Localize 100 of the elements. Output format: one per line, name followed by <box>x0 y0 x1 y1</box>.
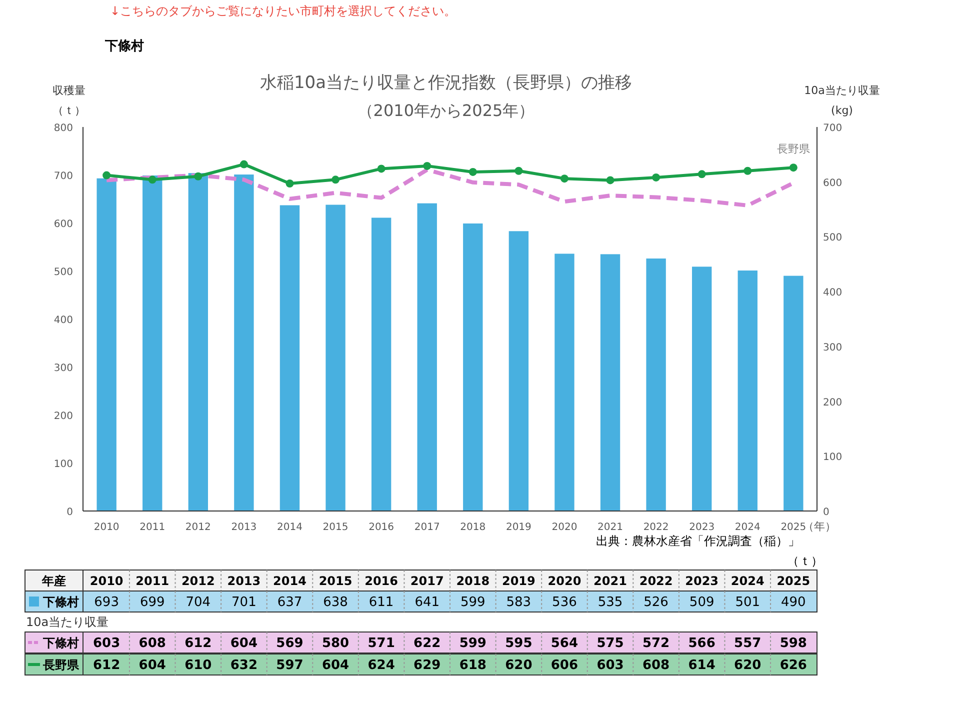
bar <box>280 205 300 511</box>
point <box>194 172 202 180</box>
data-label: 632 <box>230 658 258 673</box>
data-label: 566 <box>688 636 716 651</box>
data-label: 626 <box>780 658 807 673</box>
table-row: 長野県 612 604 610 632 597 604 624 629 618 620 606 603 608 614 620 626 <box>24 654 818 676</box>
text: （ｔ） <box>787 554 823 568</box>
point <box>744 166 752 175</box>
table-row: 下條村 603 608 612 604 569 580 571 622 599 595 564 575 572 566 557 598 <box>24 632 818 654</box>
x-tick-label: 2020 <box>552 522 578 533</box>
point <box>468 168 477 176</box>
data-label: 638 <box>323 595 348 610</box>
data-label: 583 <box>506 595 532 610</box>
x-tick-label: 2010 <box>94 522 120 533</box>
y-tick-label: 100 <box>54 459 73 470</box>
data-label: 598 <box>780 636 807 651</box>
chart-subtitle: （2010年から2025年） <box>357 101 535 120</box>
bar <box>234 174 254 511</box>
legend-label: 長野県 <box>42 658 80 672</box>
data-label: 490 <box>781 595 806 610</box>
data-label: 641 <box>414 595 440 610</box>
point <box>240 160 248 168</box>
data-label: 509 <box>689 595 714 610</box>
data-label: 599 <box>459 636 486 651</box>
x-tick-label: 2016 <box>368 522 394 533</box>
bar <box>692 266 712 511</box>
data-label: 599 <box>460 595 486 610</box>
y-tick-label: 800 <box>54 123 73 134</box>
data-label: 693 <box>94 595 119 610</box>
bar <box>784 276 804 511</box>
data-label: 612 <box>93 658 120 673</box>
data-label: 610 <box>184 658 212 673</box>
bar <box>188 173 208 511</box>
data-label: 611 <box>368 595 394 610</box>
y-tick-label: 300 <box>54 363 73 374</box>
bar <box>371 218 392 511</box>
data-label: 620 <box>505 658 532 673</box>
bar <box>508 231 529 511</box>
data-label: 575 <box>596 636 624 651</box>
point <box>377 164 386 173</box>
x-tick-label: 2023 <box>689 522 715 533</box>
y-tick-label: 500 <box>54 267 73 278</box>
table-row: 下條村 693 699 704 701 637 638 611 641 599 583 536 535 526 509 501 490 <box>24 590 818 612</box>
data-label: 564 <box>550 636 578 651</box>
data-label: 571 <box>368 636 395 651</box>
x-tick-label: 2014 <box>277 522 302 533</box>
data-label: 608 <box>642 658 670 673</box>
x-tick-label: 2019 <box>506 522 532 533</box>
data-label: 618 <box>459 658 486 673</box>
data-label: 557 <box>734 636 762 651</box>
y-tick-label: 600 <box>54 219 73 230</box>
data-label: 597 <box>276 658 304 673</box>
data-label: 637 <box>277 595 302 610</box>
text: 長野県 <box>776 142 810 156</box>
legend-label: 下條村 <box>42 595 79 609</box>
y2-tick-label: 200 <box>823 397 842 408</box>
data-label: 536 <box>552 595 577 610</box>
bar <box>600 254 620 511</box>
bar <box>142 175 162 511</box>
data-label: 620 <box>734 658 762 673</box>
data-label: 595 <box>505 636 532 651</box>
data-label: 699 <box>140 595 165 610</box>
text: 10a当たり収量 <box>26 615 109 629</box>
data-label: 535 <box>598 595 623 610</box>
bar <box>326 204 346 511</box>
y-axis-title: 収穫量（ｔ） <box>52 83 86 119</box>
bar <box>738 270 758 511</box>
x-tick-label: 2021 <box>598 522 623 533</box>
point <box>423 162 432 170</box>
x-tick-label: 2024 <box>734 522 760 533</box>
text: ↓こちらのタブからご覧になりたい市町村を選択してください。 <box>110 4 456 18</box>
data-label: 624 <box>368 658 395 673</box>
x-tick-label: 2022 <box>643 522 669 533</box>
data-label: 572 <box>642 636 670 651</box>
y2-tick-label: 300 <box>823 342 842 354</box>
point <box>148 176 156 184</box>
y-tick-label: 400 <box>54 315 73 326</box>
bar <box>554 254 574 511</box>
point <box>332 176 340 184</box>
bar <box>646 258 666 511</box>
bar <box>463 223 483 511</box>
y2-tick-label: 500 <box>823 232 842 244</box>
point <box>698 170 706 178</box>
data-label: 612 <box>184 636 212 651</box>
source-note: 出典：農林水産省「作況調査（稲）」 <box>596 534 800 548</box>
y2-axis-title: 10a当たり収量(kg) <box>803 83 881 119</box>
x-tick-label: 2012 <box>185 522 211 533</box>
data-label: 604 <box>322 658 350 673</box>
point <box>560 174 568 183</box>
data-label: 629 <box>414 658 441 673</box>
text: 下條村 <box>104 39 144 54</box>
x-tick-label: 2015 <box>322 522 348 533</box>
x-tick-label: 2011 <box>140 522 166 533</box>
data-label: 603 <box>93 636 120 651</box>
data-label: 580 <box>322 636 350 651</box>
data-label: 614 <box>688 658 716 673</box>
chart-title: 水稲10a当たり収量と作況指数（長野県）の推移 <box>260 73 632 93</box>
data-label: 603 <box>596 658 624 673</box>
data-label: 606 <box>550 658 578 673</box>
x-tick-label: 2018 <box>460 522 486 533</box>
